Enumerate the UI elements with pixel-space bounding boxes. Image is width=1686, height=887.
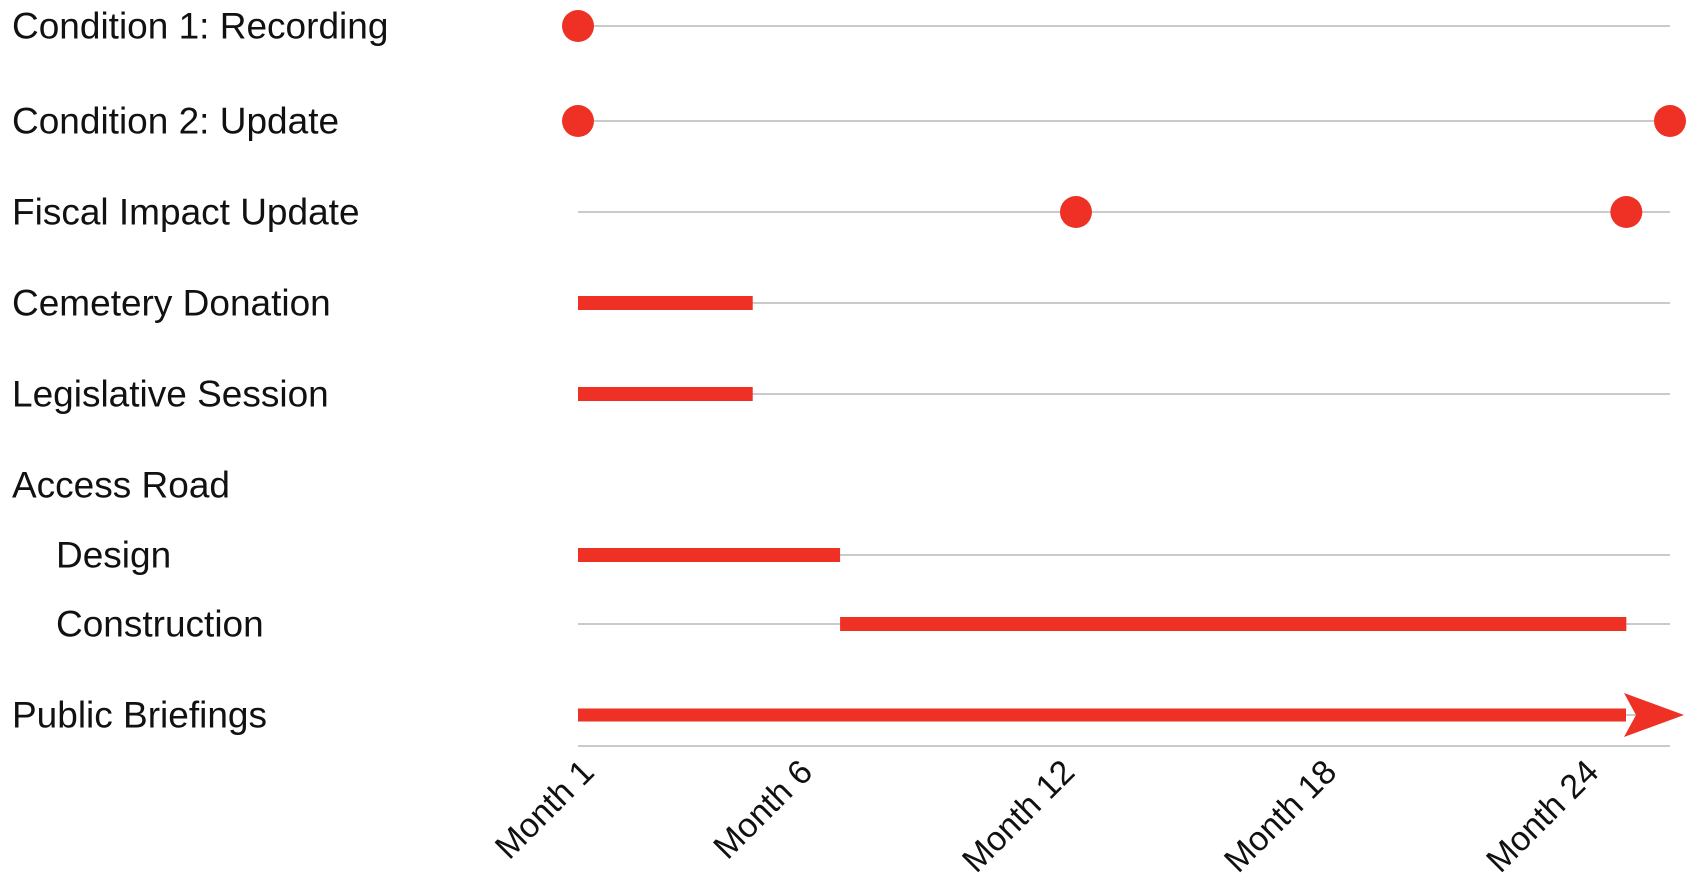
tick-label: Month 6 bbox=[706, 753, 820, 867]
tick-label: Month 24 bbox=[1479, 753, 1606, 880]
row-label: Fiscal Impact Update bbox=[12, 192, 360, 233]
ongoing-arrow-shaft bbox=[578, 708, 1626, 722]
row-label: Condition 2: Update bbox=[12, 101, 339, 142]
milestone-dot bbox=[1610, 196, 1643, 228]
tick-label: Month 12 bbox=[955, 753, 1082, 880]
row-label: Public Briefings bbox=[12, 695, 267, 736]
row-label: Legislative Session bbox=[12, 374, 329, 415]
milestone-dot bbox=[562, 10, 594, 42]
row-label: Access Road bbox=[12, 465, 230, 506]
tick-label: Month 18 bbox=[1217, 753, 1344, 880]
row-label: Condition 1: Recording bbox=[12, 6, 388, 47]
ongoing-arrow-head bbox=[1624, 693, 1684, 737]
duration-bar bbox=[840, 617, 1627, 631]
row-label: Cemetery Donation bbox=[12, 283, 331, 324]
tick-label: Month 1 bbox=[488, 753, 602, 867]
duration-bar bbox=[578, 548, 841, 562]
milestone-dot bbox=[1059, 196, 1092, 228]
milestone-dot bbox=[562, 105, 594, 137]
duration-bar bbox=[578, 387, 753, 401]
row-label: Design bbox=[56, 535, 171, 576]
duration-bar bbox=[578, 296, 753, 310]
row-label: Construction bbox=[56, 604, 264, 645]
milestone-dot bbox=[1654, 105, 1686, 137]
